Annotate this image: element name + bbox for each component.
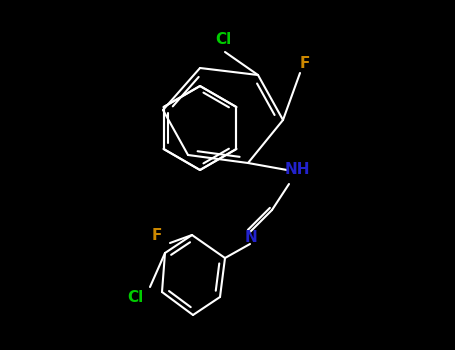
- Text: Cl: Cl: [127, 290, 143, 305]
- Text: F: F: [300, 56, 310, 71]
- Text: Cl: Cl: [215, 32, 231, 47]
- Text: F: F: [152, 228, 162, 243]
- Text: NH: NH: [285, 162, 310, 177]
- Text: N: N: [245, 230, 258, 245]
